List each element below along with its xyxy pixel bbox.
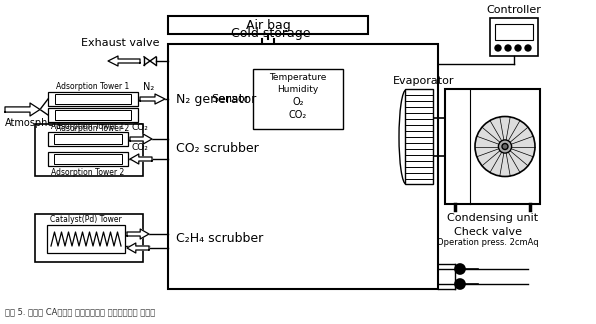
Circle shape: [525, 45, 531, 51]
Bar: [168, 44, 438, 289]
Polygon shape: [127, 243, 149, 253]
Text: O₂: O₂: [292, 97, 304, 107]
Polygon shape: [5, 103, 40, 116]
Bar: [55, 94, 131, 104]
Bar: [48, 132, 128, 146]
Text: CO₂: CO₂: [132, 143, 149, 152]
Text: Adsorption Tower 1: Adsorption Tower 1: [57, 82, 129, 91]
Polygon shape: [130, 134, 152, 144]
Text: Humidity: Humidity: [277, 85, 319, 94]
Bar: [445, 89, 540, 204]
Bar: [253, 69, 343, 129]
Text: CO₂: CO₂: [132, 123, 149, 132]
Text: Cold storage: Cold storage: [231, 27, 311, 40]
Text: CO₂: CO₂: [289, 110, 307, 120]
Text: C₂H₄ scrubber: C₂H₄ scrubber: [176, 233, 263, 246]
Text: Operation press. 2cmAq: Operation press. 2cmAq: [437, 238, 539, 247]
Text: Adsorption Tower 2: Adsorption Tower 2: [51, 168, 125, 177]
Circle shape: [498, 140, 511, 153]
Circle shape: [495, 45, 501, 51]
Bar: [54, 154, 122, 164]
Text: Adsorption Tower 2: Adsorption Tower 2: [57, 124, 129, 133]
Text: Catalyst(Pd) Tower: Catalyst(Pd) Tower: [50, 215, 122, 224]
Bar: [495, 24, 533, 40]
Text: Air bag: Air bag: [246, 18, 290, 31]
Bar: [47, 225, 125, 253]
Text: N₂ generator: N₂ generator: [176, 92, 256, 106]
Bar: [48, 108, 138, 122]
Text: Atmosphere: Atmosphere: [5, 118, 64, 128]
Polygon shape: [130, 154, 152, 164]
Circle shape: [515, 45, 521, 51]
Bar: [35, 124, 143, 176]
Text: Exhaust valve: Exhaust valve: [80, 38, 159, 48]
Circle shape: [502, 144, 508, 149]
Polygon shape: [140, 94, 165, 104]
Bar: [490, 18, 538, 56]
Text: Adsorption Tower 1: Adsorption Tower 1: [51, 122, 125, 131]
Bar: [405, 89, 433, 184]
Circle shape: [455, 264, 465, 274]
Bar: [35, 214, 143, 262]
Polygon shape: [108, 56, 140, 66]
Polygon shape: [127, 229, 149, 239]
Text: Condensing unit: Condensing unit: [447, 213, 538, 223]
Bar: [54, 134, 122, 144]
Text: Temperature: Temperature: [269, 74, 327, 83]
Text: 그림 5. 순환식 CA저장고 기체농도제어 요인시험장치 개략도: 그림 5. 순환식 CA저장고 기체농도제어 요인시험장치 개략도: [5, 307, 155, 316]
Text: N₂: N₂: [143, 82, 154, 92]
Bar: [168, 16, 368, 34]
Circle shape: [475, 117, 535, 177]
Circle shape: [455, 279, 465, 289]
Text: Controller: Controller: [486, 5, 541, 15]
Text: Check valve: Check valve: [454, 227, 522, 237]
Text: CO₂ scrubber: CO₂ scrubber: [176, 143, 259, 156]
Bar: [55, 110, 131, 120]
Text: Evaporator: Evaporator: [393, 76, 455, 86]
Bar: [48, 92, 138, 106]
Text: Sensor: Sensor: [211, 94, 249, 104]
Circle shape: [505, 45, 511, 51]
Bar: [48, 152, 128, 166]
